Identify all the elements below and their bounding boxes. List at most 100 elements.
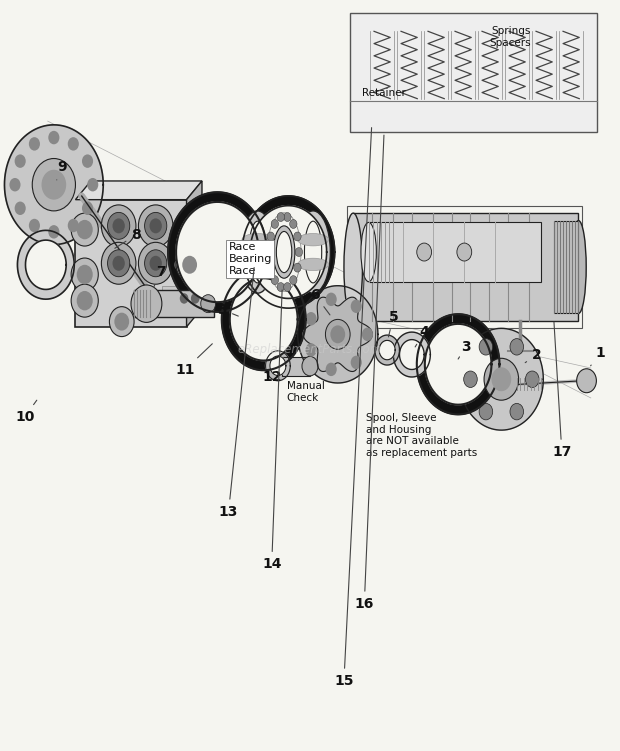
Circle shape <box>15 201 26 215</box>
Bar <box>369 222 541 282</box>
Circle shape <box>302 357 318 376</box>
Circle shape <box>32 158 76 211</box>
Circle shape <box>436 256 455 278</box>
Polygon shape <box>168 192 267 312</box>
Circle shape <box>457 243 472 261</box>
Polygon shape <box>417 314 500 415</box>
Bar <box>353 213 578 321</box>
Polygon shape <box>4 125 104 245</box>
Text: 4: 4 <box>415 325 429 347</box>
Polygon shape <box>76 181 202 200</box>
Polygon shape <box>187 181 202 327</box>
Circle shape <box>306 343 317 357</box>
Circle shape <box>42 170 66 200</box>
Ellipse shape <box>296 211 330 293</box>
Text: Spool, Sleeve
and Housing
are NOT available
as replacement parts: Spool, Sleeve and Housing are NOT availa… <box>366 413 477 458</box>
Ellipse shape <box>273 226 295 278</box>
Text: 16: 16 <box>355 135 384 611</box>
Circle shape <box>29 137 40 151</box>
Circle shape <box>510 339 523 355</box>
Bar <box>134 290 215 317</box>
Circle shape <box>326 319 350 349</box>
Text: 10: 10 <box>15 400 37 424</box>
Text: 12: 12 <box>262 366 281 384</box>
Circle shape <box>48 225 60 239</box>
Circle shape <box>271 219 278 228</box>
Circle shape <box>484 358 518 400</box>
Circle shape <box>9 178 20 192</box>
Circle shape <box>87 178 99 192</box>
Circle shape <box>82 201 93 215</box>
Circle shape <box>77 265 93 284</box>
Circle shape <box>464 371 477 388</box>
Text: Manual
Check: Manual Check <box>286 382 324 403</box>
Text: 11: 11 <box>175 344 212 376</box>
Polygon shape <box>425 324 492 405</box>
Polygon shape <box>17 231 74 299</box>
Ellipse shape <box>242 258 273 270</box>
Polygon shape <box>25 240 66 289</box>
Circle shape <box>77 220 93 240</box>
Text: 6: 6 <box>310 288 330 315</box>
Text: Retainer: Retainer <box>363 89 406 98</box>
Circle shape <box>284 213 291 222</box>
Circle shape <box>112 256 125 271</box>
Circle shape <box>114 312 129 330</box>
Polygon shape <box>459 328 543 430</box>
Circle shape <box>176 249 203 281</box>
Circle shape <box>138 205 173 247</box>
Circle shape <box>290 219 297 228</box>
Circle shape <box>362 327 373 341</box>
Ellipse shape <box>344 213 363 321</box>
Polygon shape <box>393 332 430 377</box>
Circle shape <box>525 371 539 388</box>
Circle shape <box>479 339 493 355</box>
Circle shape <box>102 205 136 247</box>
Circle shape <box>180 226 188 237</box>
Circle shape <box>180 293 188 303</box>
Text: 14: 14 <box>262 290 282 571</box>
Circle shape <box>68 219 79 232</box>
Text: 3: 3 <box>218 303 238 317</box>
Ellipse shape <box>298 258 329 270</box>
Circle shape <box>107 250 130 276</box>
Circle shape <box>201 294 216 312</box>
Circle shape <box>182 256 197 274</box>
Ellipse shape <box>571 221 586 313</box>
Ellipse shape <box>249 222 266 283</box>
Circle shape <box>15 155 26 168</box>
Polygon shape <box>230 278 298 360</box>
Bar <box>347 206 582 328</box>
Polygon shape <box>399 339 424 369</box>
Circle shape <box>149 219 162 234</box>
Circle shape <box>131 285 162 322</box>
Circle shape <box>306 312 317 325</box>
Text: 15: 15 <box>334 128 371 688</box>
Circle shape <box>107 213 130 240</box>
Circle shape <box>71 213 99 246</box>
Circle shape <box>479 403 493 420</box>
Text: 8: 8 <box>115 228 141 249</box>
Polygon shape <box>298 285 378 383</box>
Circle shape <box>351 356 362 369</box>
Ellipse shape <box>241 211 275 293</box>
Polygon shape <box>265 351 290 381</box>
Ellipse shape <box>277 231 292 273</box>
Circle shape <box>191 226 200 237</box>
Circle shape <box>197 260 205 270</box>
Text: 9: 9 <box>57 161 67 180</box>
Circle shape <box>71 284 99 317</box>
Polygon shape <box>76 200 187 327</box>
Polygon shape <box>176 202 259 302</box>
Polygon shape <box>375 335 399 365</box>
Circle shape <box>294 263 301 272</box>
Circle shape <box>326 363 337 376</box>
Circle shape <box>267 232 275 241</box>
Circle shape <box>330 325 345 343</box>
Text: eReplacementParts.com: eReplacementParts.com <box>238 342 382 356</box>
Polygon shape <box>250 206 327 298</box>
Text: 7: 7 <box>154 265 166 287</box>
Circle shape <box>510 403 523 420</box>
Circle shape <box>271 276 278 285</box>
Bar <box>282 357 310 376</box>
